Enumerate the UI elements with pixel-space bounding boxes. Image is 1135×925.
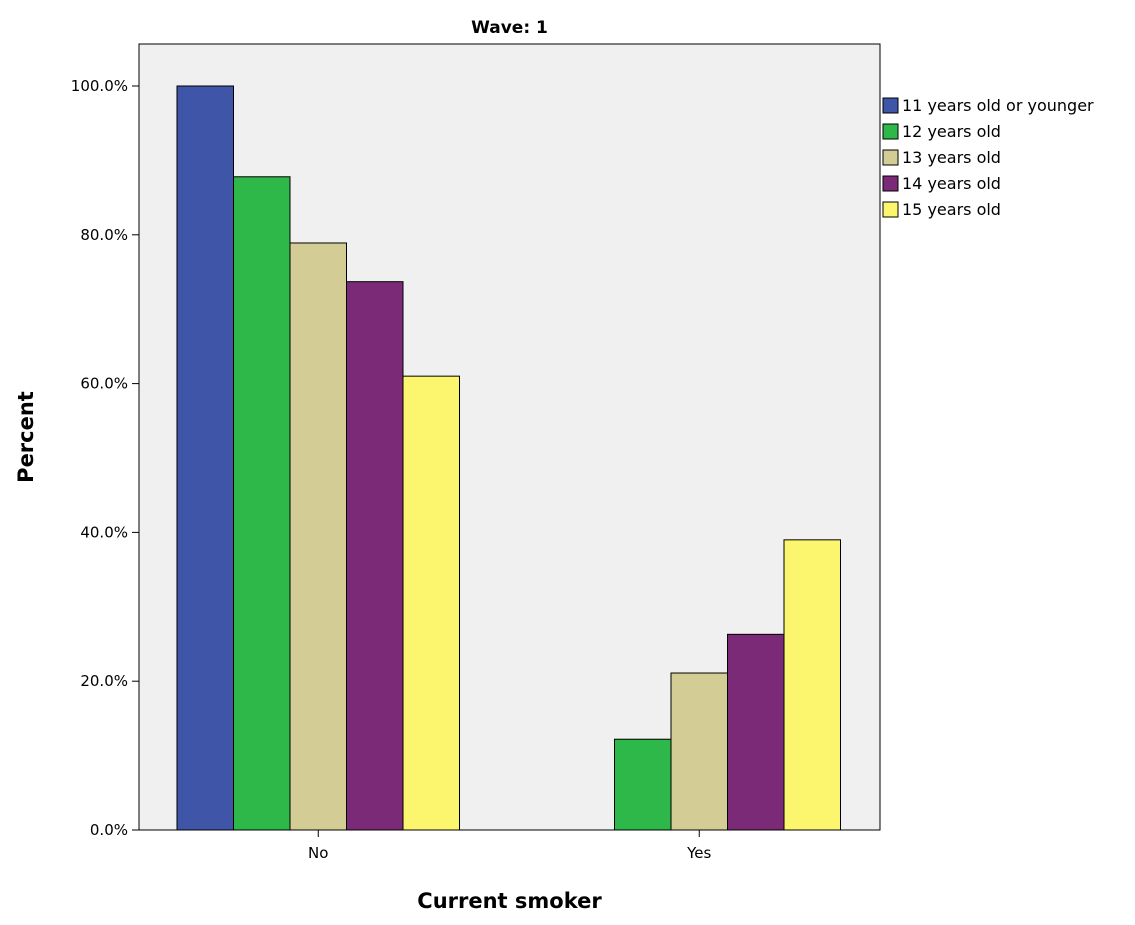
- bar-yes-3: [670, 672, 728, 831]
- x-axis: No Yes: [308, 830, 712, 862]
- bar-yes-4: [727, 633, 785, 831]
- y-tick-label: 0.0%: [90, 821, 128, 839]
- x-tick-label: Yes: [686, 844, 711, 862]
- y-tick-label: 80.0%: [80, 226, 128, 244]
- legend-swatch: [882, 149, 899, 166]
- bar-no-3: [289, 242, 347, 831]
- y-tick-label: 100.0%: [71, 77, 128, 95]
- legend-label: 11 years old or younger: [902, 96, 1094, 115]
- bar-no-1: [176, 85, 234, 831]
- legend-label: 13 years old: [902, 148, 1001, 167]
- legend: 11 years old or younger 12 years old 13 ye…: [882, 96, 1094, 219]
- y-axis: 0.0% 20.0% 40.0% 60.0% 80.0% 100.0%: [71, 77, 139, 839]
- legend-swatch: [882, 201, 899, 218]
- legend-swatch: [882, 123, 899, 140]
- legend-label: 14 years old: [902, 174, 1001, 193]
- bars-group: [176, 85, 841, 831]
- legend-swatch: [882, 97, 899, 114]
- bar-no-4: [346, 281, 404, 831]
- y-tick-label: 20.0%: [80, 672, 128, 690]
- y-tick-label: 40.0%: [80, 523, 128, 541]
- x-tick-label: No: [308, 844, 328, 862]
- legend-label: 12 years old: [902, 122, 1001, 141]
- legend-swatch: [882, 175, 899, 192]
- chart-title: Wave: 1: [471, 18, 548, 38]
- x-axis-title: Current smoker: [417, 889, 602, 913]
- y-tick-label: 60.0%: [80, 375, 128, 393]
- legend-label: 15 years old: [902, 200, 1001, 219]
- bar-no-5: [402, 375, 460, 831]
- bar-yes-5: [783, 539, 841, 831]
- bar-yes-2: [614, 738, 672, 831]
- y-axis-title: Percent: [14, 391, 38, 483]
- bar-no-2: [233, 176, 291, 831]
